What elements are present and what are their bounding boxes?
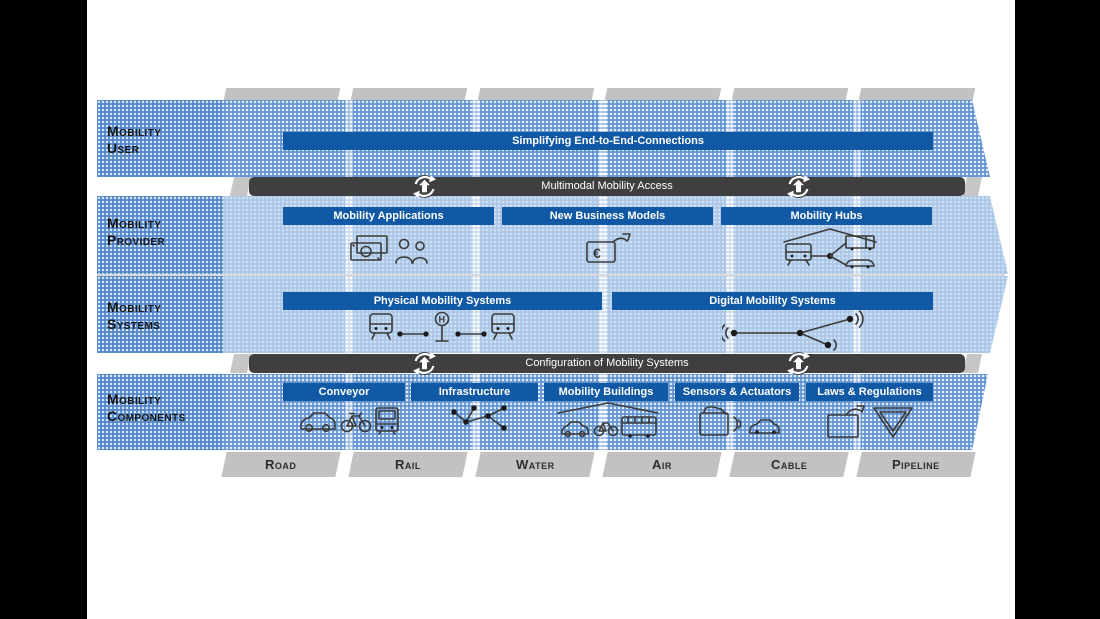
building-vehicles-icon	[556, 400, 660, 442]
money-icon	[348, 233, 392, 265]
row-label-line: Mobility	[107, 123, 162, 139]
column-stub-air	[604, 88, 722, 100]
column-label-text: Rail	[395, 457, 421, 472]
band-label-column	[97, 100, 223, 177]
banner-conveyor: Conveyor	[283, 383, 405, 401]
car-icon	[298, 408, 336, 434]
svg-text:€: €	[593, 245, 601, 261]
column-stub-water	[477, 88, 595, 100]
row-label-line: Systems	[107, 316, 161, 332]
row-label-line: User	[107, 140, 140, 156]
row-label-mobility-provider: Mobility Provider	[107, 215, 227, 249]
svg-text:H: H	[439, 315, 446, 325]
column-stub-pipeline	[858, 88, 976, 100]
banner-new-business-models: New Business Models	[502, 207, 713, 225]
column-stub-rail	[350, 88, 468, 100]
column-separator	[599, 276, 607, 353]
row-label-line: Provider	[107, 232, 166, 248]
column-separator	[345, 374, 353, 450]
column-label-rail: Rail	[348, 452, 468, 477]
physical-network-icon: H	[368, 310, 518, 344]
column-label-text: Air	[652, 457, 672, 472]
mobility-hub-icon	[782, 226, 878, 272]
column-label-pipeline: Pipeline	[856, 452, 976, 477]
sync-icon	[785, 350, 812, 377]
column-separator	[853, 374, 861, 450]
column-stub-cable	[731, 88, 849, 100]
column-label-water: Water	[475, 452, 595, 477]
yield-sign-icon	[873, 407, 913, 438]
band-mobility-systems	[97, 276, 1008, 353]
column-separator	[345, 196, 353, 274]
banner-digital-mobility-systems: Digital Mobility Systems	[612, 292, 933, 310]
column-label-text: Cable	[770, 457, 808, 472]
banner-simplifying-connections: Simplifying End-to-End-Connections	[283, 132, 933, 150]
euro-card-icon: €	[585, 230, 633, 266]
row-label-mobility-components: Mobility Components	[107, 391, 227, 425]
banner-mobility-applications: Mobility Applications	[283, 207, 494, 225]
row-label-line: Mobility	[107, 215, 162, 231]
banner-mobility-hubs: Mobility Hubs	[721, 207, 932, 225]
column-separator	[726, 276, 734, 353]
column-label-road: Road	[221, 452, 341, 477]
network-icon	[448, 402, 510, 438]
sync-icon	[411, 173, 438, 200]
row-label-line: Mobility	[107, 391, 162, 407]
column-separator	[726, 374, 734, 450]
band-label-column	[97, 276, 223, 353]
bicycle-icon	[340, 410, 372, 433]
column-label-text: Pipeline	[892, 457, 940, 472]
column-label-text: Water	[515, 457, 555, 472]
column-separator	[472, 374, 480, 450]
column-separator	[599, 374, 607, 450]
row-label-line: Mobility	[107, 299, 162, 315]
column-label-cable: Cable	[729, 452, 849, 477]
bar-label: Configuration of Mobility Systems	[525, 357, 689, 369]
column-separator	[345, 276, 353, 353]
band-mobility-provider	[97, 196, 1008, 274]
sync-icon	[785, 173, 812, 200]
column-label-text: Road	[265, 457, 297, 472]
banner-laws-regulations: Laws & Regulations	[806, 383, 933, 401]
sync-icon	[411, 350, 438, 377]
column-label-air: Air	[602, 452, 722, 477]
row-label-mobility-user: Mobility User	[107, 123, 227, 157]
band-label-column	[97, 196, 223, 274]
banner-physical-mobility-systems: Physical Mobility Systems	[283, 292, 602, 310]
digital-network-icon	[722, 307, 864, 353]
row-label-mobility-systems: Mobility Systems	[107, 299, 227, 333]
row-divider	[97, 274, 1005, 276]
sensor-car-icon	[698, 403, 786, 439]
hand-document-icon	[827, 405, 865, 438]
bar-label: Multimodal Mobility Access	[541, 180, 673, 192]
row-label-line: Components	[107, 408, 186, 424]
column-separator	[472, 196, 480, 274]
banner-mobility-buildings: Mobility Buildings	[544, 383, 668, 401]
banner-sensors-actuators: Sensors & Actuators	[675, 383, 799, 401]
users-icon	[394, 237, 430, 265]
column-stub-road	[223, 88, 341, 100]
bar-multimodal-mobility-access: Multimodal Mobility Access	[249, 177, 965, 196]
column-separator	[726, 196, 734, 274]
bar-configuration-mobility-systems: Configuration of Mobility Systems	[249, 354, 965, 373]
bus-icon	[374, 406, 400, 435]
band-label-column	[97, 374, 223, 450]
column-separator	[599, 196, 607, 274]
column-separator	[472, 276, 480, 353]
column-separator	[853, 196, 861, 274]
banner-infrastructure: Infrastructure	[411, 383, 538, 401]
laws-regulations-icon	[826, 402, 916, 442]
